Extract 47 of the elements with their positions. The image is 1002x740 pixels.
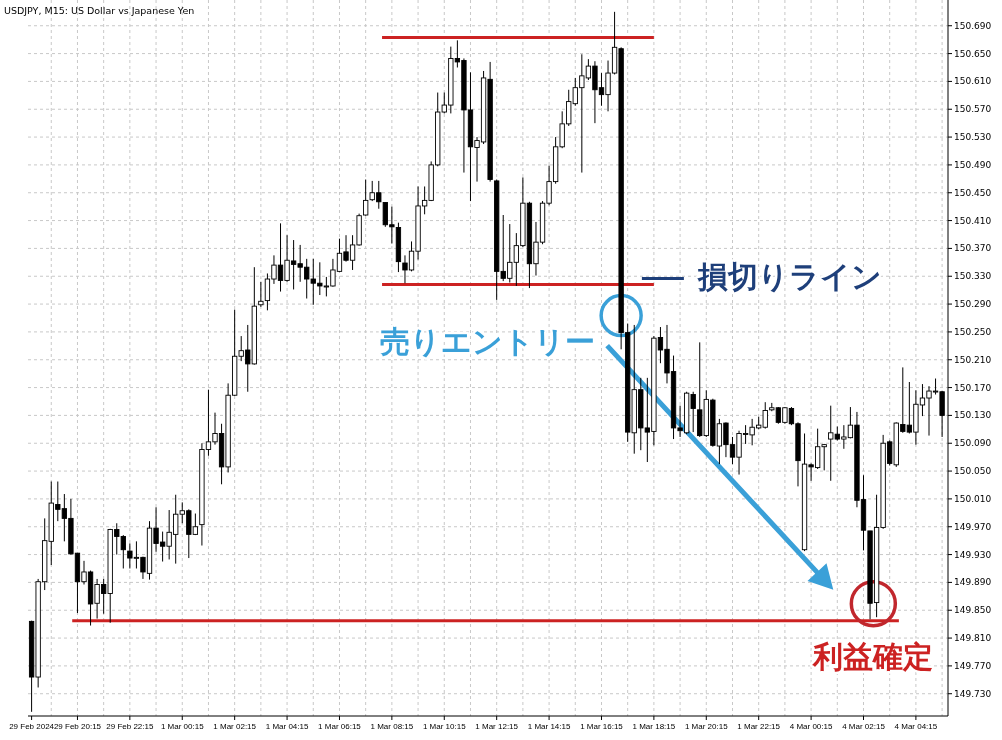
y-tick-label: 150.210 [954, 354, 992, 365]
x-tick-label: 1 Mar 18:15 [632, 722, 676, 731]
x-tick-label: 29 Feb 2024 [9, 722, 55, 731]
y-tick-label: 149.770 [954, 660, 992, 671]
y-tick-label: 149.970 [954, 521, 992, 532]
x-tick-label: 29 Feb 22:15 [106, 722, 154, 731]
y-tick-label: 150.170 [954, 382, 992, 393]
y-tick-label: 150.450 [954, 187, 992, 198]
y-tick-label: 150.290 [954, 299, 992, 310]
x-tick-label: 1 Mar 02:15 [213, 722, 257, 731]
x-tick-label: 4 Mar 04:15 [894, 722, 938, 731]
x-tick-label: 4 Mar 00:15 [789, 722, 833, 731]
y-tick-label: 150.130 [954, 410, 992, 421]
y-tick-label: 150.010 [954, 493, 992, 504]
x-tick-label: 1 Mar 06:15 [318, 722, 362, 731]
annotation: 売りエントリー [380, 325, 596, 359]
y-tick-label: 150.050 [954, 466, 992, 477]
ref-line-label: 損切りライン [696, 260, 882, 294]
ref-line-label: 利益確定 [812, 640, 934, 674]
x-tick-label: 1 Mar 12:15 [475, 722, 519, 731]
y-tick-label: 150.610 [954, 76, 992, 87]
y-tick-label: 150.530 [954, 132, 992, 143]
text: USDJPY, M15: US Dollar vs Japanese Yen [4, 5, 195, 16]
x-tick-label: 1 Mar 16:15 [580, 722, 624, 731]
y-tick-label: 149.850 [954, 605, 992, 616]
y-tick-label: 149.810 [954, 633, 992, 644]
y-tick-label: 150.090 [954, 438, 992, 449]
y-tick-label: 150.490 [954, 159, 992, 170]
y-tick-label: 149.890 [954, 577, 992, 588]
x-tick-label: 1 Mar 22:15 [737, 722, 781, 731]
y-tick-label: 150.250 [954, 326, 992, 337]
x-tick-label: 1 Mar 14:15 [527, 722, 571, 731]
y-tick-label: 150.690 [954, 20, 992, 31]
x-tick-label: 1 Mar 10:15 [422, 722, 467, 731]
y-tick-label: 149.730 [954, 688, 992, 699]
y-tick-label: 150.650 [954, 48, 992, 59]
y-tick-label: 150.370 [954, 243, 992, 254]
y-tick-label: 150.330 [954, 271, 992, 282]
x-tick-label: 1 Mar 08:15 [370, 722, 414, 731]
x-tick-label: 1 Mar 20:15 [684, 722, 729, 731]
y-tick-label: 149.930 [954, 549, 992, 560]
x-tick-label: 29 Feb 20:15 [53, 722, 102, 731]
x-tick-label: 1 Mar 00:15 [160, 722, 205, 731]
y-tick-label: 150.410 [954, 215, 992, 226]
x-tick-label: 4 Mar 02:15 [842, 722, 886, 731]
x-tick-label: 1 Mar 04:15 [265, 722, 309, 731]
y-tick-label: 150.570 [954, 104, 992, 115]
